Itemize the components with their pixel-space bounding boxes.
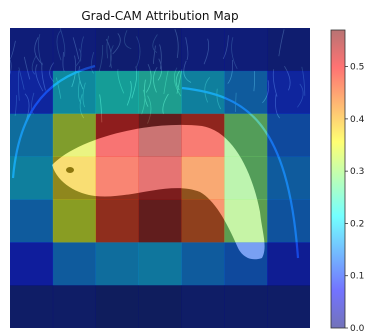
heatmap-cell-r6-c0 (10, 285, 54, 328)
colorbar-tick-label: 0.0 (350, 324, 365, 331)
colorbar-ticks: 0.0 0.1 0.2 0.3 0.4 0.5 (345, 63, 365, 331)
heatmap-cell-r4-c3 (138, 199, 182, 243)
heatmap-cell-r1-c3 (138, 70, 182, 115)
heatmap-cell-r4-c1 (52, 199, 97, 243)
heatmap-cell-r2-c4 (181, 113, 225, 157)
heatmap-cell-r3-c1 (52, 156, 97, 200)
heatmap-cell-r2-c5 (224, 113, 268, 157)
heatmap-cell-r6-c4 (181, 285, 225, 328)
heatmap-cell-r5-c1 (52, 242, 97, 286)
heatmap-cell-r4-c2 (95, 199, 139, 243)
heatmap-cell-r3-c6 (267, 156, 310, 200)
heatmap-cell-r0-c1 (52, 28, 97, 72)
heatmap-cell-r5-c0 (10, 242, 54, 286)
heatmap-cell-r3-c5 (224, 156, 268, 200)
heatmap-cell-r5-c3 (138, 242, 182, 286)
heatmap-cell-r0-c6 (267, 28, 310, 72)
colorbar-tick-label: 0.5 (350, 63, 364, 73)
heatmap-cell-r4-c0 (10, 199, 54, 243)
heatmap-cell-r4-c5 (224, 199, 268, 243)
heatmap-cell-r6-c6 (267, 285, 310, 328)
colorbar-tick-label: 0.4 (350, 115, 365, 125)
heatmap-cell-r0-c3 (138, 28, 182, 72)
heatmap-cell-r1-c5 (224, 70, 268, 115)
heatmap-cell-r3-c2 (95, 156, 139, 200)
heatmap-cell-r2-c0 (10, 113, 54, 157)
chart-title: Grad-CAM Attribution Map (81, 9, 239, 23)
heatmap-cell-r3-c4 (181, 156, 225, 200)
heatmap-cell-r0-c0 (10, 28, 54, 72)
heatmap-cell-r0-c2 (95, 28, 139, 72)
heatmap-cell-r3-c0 (10, 156, 54, 200)
heatmap-cell-r2-c3 (138, 113, 182, 157)
heatmap-cell-r6-c3 (138, 285, 182, 328)
heatmap-cell-r1-c1 (52, 70, 97, 115)
heatmap-cell-r5-c6 (267, 242, 310, 286)
heatmap-cell-r5-c5 (224, 242, 268, 286)
heatmap-cell-r5-c2 (95, 242, 139, 286)
heatmap-cell-r0-c5 (224, 28, 268, 72)
heatmap-cell-r3-c3 (138, 156, 182, 200)
heatmap-cell-r4-c4 (181, 199, 225, 243)
heatmap-cell-r6-c5 (224, 285, 268, 328)
heatmap-cell-r0-c4 (181, 28, 225, 72)
colorbar-frame (330, 29, 346, 329)
heatmap-cell-r5-c4 (181, 242, 225, 286)
heatmap-overlay (10, 28, 310, 328)
colorbar-tick-label: 0.2 (350, 219, 364, 229)
heatmap-cell-r1-c2 (95, 70, 139, 115)
heatmap-cell-r1-c4 (181, 70, 225, 115)
heatmap-cell-r6-c1 (52, 285, 97, 328)
colorbar (331, 30, 345, 328)
colorbar-tick-label: 0.3 (350, 167, 364, 177)
heatmap-cell-r2-c2 (95, 113, 139, 157)
heatmap-cell-r6-c2 (95, 285, 139, 328)
colorbar-tick-label: 0.1 (350, 272, 364, 282)
heatmap-cell-r2-c6 (267, 113, 310, 157)
heatmap-cell-r1-c0 (10, 70, 54, 115)
heatmap-cell-r1-c6 (267, 70, 310, 115)
heatmap-cell-r4-c6 (267, 199, 310, 243)
heatmap-cell-r2-c1 (52, 113, 97, 157)
